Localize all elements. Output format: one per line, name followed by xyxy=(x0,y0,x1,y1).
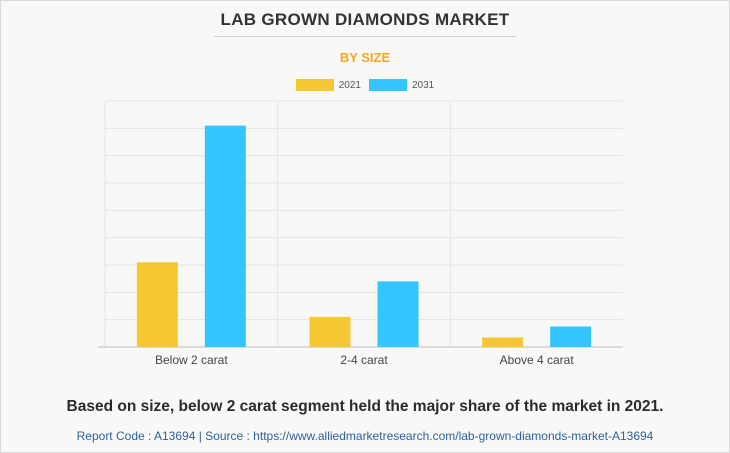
source-line[interactable]: Report Code : A13694 | Source : https://… xyxy=(76,429,654,443)
legend-item-2021[interactable]: 2021 xyxy=(295,79,361,91)
bar-2021-below-2-carat xyxy=(136,262,178,347)
bar-2031-above-4-carat xyxy=(550,326,592,347)
chart-caption: Based on size, below 2 carat segment hel… xyxy=(66,398,664,415)
bar-2031-below-2-carat xyxy=(204,125,246,347)
chart-title: LAB GROWN DIAMONDS MARKET xyxy=(220,10,510,29)
legend-swatch-2021 xyxy=(295,79,334,91)
legend-item-2031[interactable]: 2031 xyxy=(369,79,434,91)
legend-swatch-2031 xyxy=(369,79,407,91)
title-divider xyxy=(214,36,516,37)
x-tick-label: Above 4 carat xyxy=(500,353,575,367)
chart-subtitle: BY SIZE xyxy=(339,50,391,65)
bar-2021-above-4-carat xyxy=(482,337,524,347)
bar-2021-2-4-carat xyxy=(309,316,351,347)
chart-legend: 2021 2031 xyxy=(0,79,730,91)
legend-label-2021: 2021 xyxy=(338,79,361,91)
x-tick-label: 2-4 carat xyxy=(340,353,388,367)
legend-label-2031: 2031 xyxy=(412,79,435,91)
x-tick-label: Below 2 carat xyxy=(155,353,228,367)
bar-2031-2-4-carat xyxy=(377,281,419,347)
